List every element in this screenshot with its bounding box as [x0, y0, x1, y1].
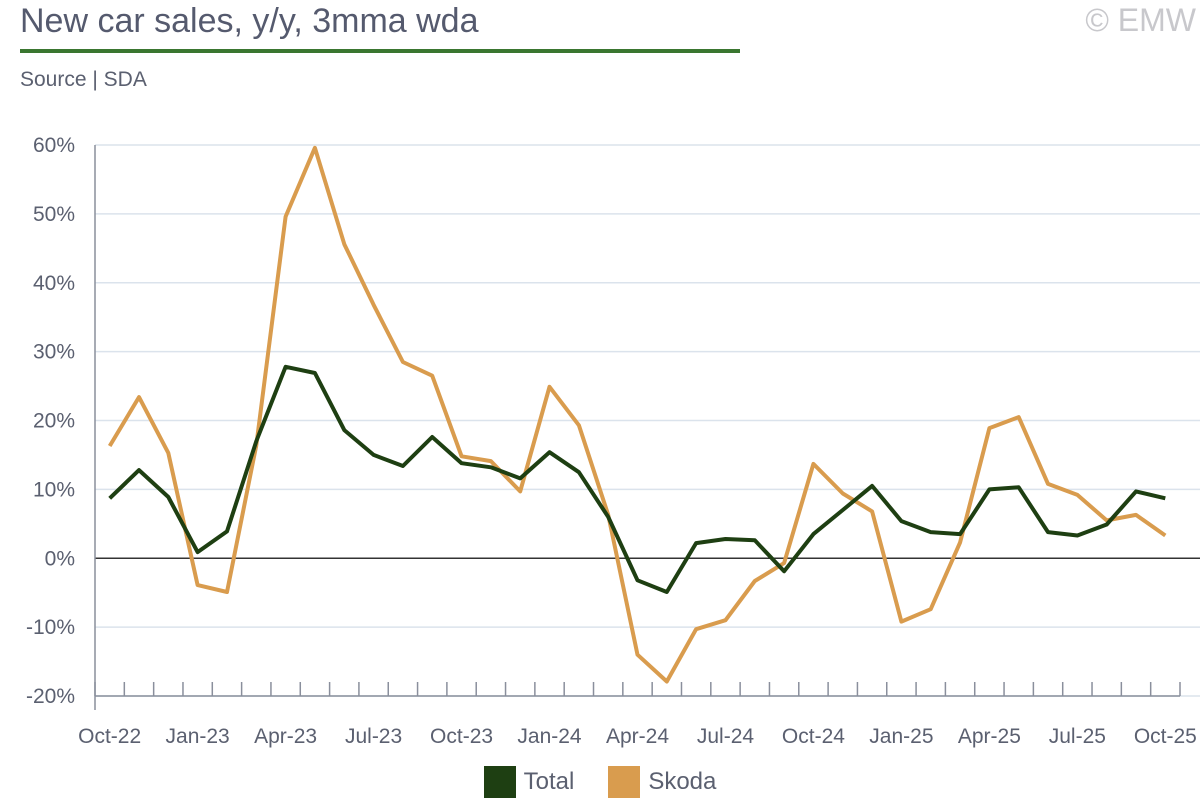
y-tick-label: 10% [33, 478, 75, 501]
legend-label-total: Total [523, 768, 575, 795]
x-tick-label: Apr-24 [606, 725, 669, 748]
legend-item-skoda: Skoda [608, 766, 716, 798]
x-tick-label: Oct-23 [430, 725, 493, 748]
x-tick-label: Jan-24 [517, 725, 582, 748]
x-tick-label: Oct-25 [1134, 725, 1197, 748]
y-tick-label: 0% [45, 547, 75, 570]
legend-item-total: Total [483, 766, 575, 798]
legend: Total Skoda [0, 766, 1200, 798]
x-tick-label: Jan-25 [869, 725, 933, 748]
title-underline [20, 49, 740, 53]
y-tick-label: 20% [33, 410, 75, 433]
x-tick-label: Apr-23 [254, 725, 317, 748]
legend-swatch-total [483, 766, 516, 798]
chart-title: New car sales, y/y, 3mma wda [20, 2, 479, 40]
copyright-watermark: © EMW [1085, 2, 1196, 38]
y-tick-label: 50% [33, 203, 75, 226]
y-tick-label: 30% [33, 341, 75, 364]
x-tick-label: Apr-25 [958, 725, 1021, 748]
y-tick-label: -20% [26, 685, 75, 708]
legend-label-skoda: Skoda [648, 768, 717, 795]
y-tick-label: 40% [33, 272, 75, 295]
x-tick-label: Jan-23 [166, 725, 230, 748]
x-tick-label: Jul-24 [697, 725, 755, 748]
x-tick-label: Oct-24 [782, 725, 845, 748]
x-tick-label: Oct-22 [78, 725, 141, 748]
x-tick-label: Jul-25 [1049, 725, 1106, 748]
y-tick-label: -10% [26, 616, 75, 639]
y-tick-label: 60% [33, 134, 75, 157]
legend-swatch-skoda [608, 766, 641, 798]
source-label: Source | SDA [20, 68, 147, 91]
x-tick-label: Jul-23 [345, 725, 402, 748]
